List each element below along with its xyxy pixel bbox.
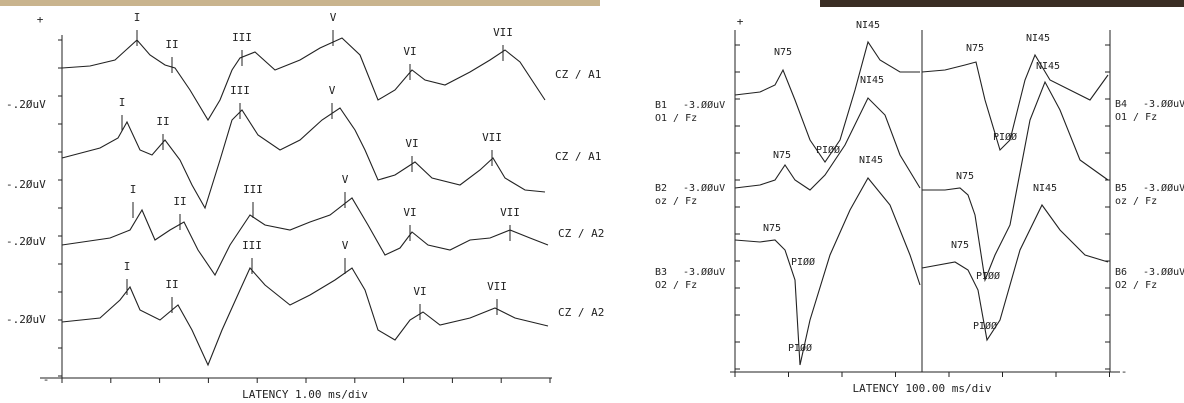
- scale-label: -3.ØØuV: [1143, 266, 1184, 278]
- scale-label: -3.ØØuV: [1143, 98, 1184, 110]
- peak-label: VI: [403, 45, 416, 58]
- waveform: [922, 205, 1108, 340]
- peak-label: PIØØ: [976, 270, 1000, 282]
- channel-id: B1: [655, 100, 667, 111]
- peak-label: VI: [405, 137, 418, 150]
- waveform: [735, 42, 920, 162]
- scan-edge: [820, 0, 1184, 7]
- polarity-plus: +: [737, 15, 744, 28]
- waveform: [62, 38, 545, 120]
- scale-label: -3.ØØuV: [683, 99, 725, 111]
- scan-edge: [0, 0, 600, 6]
- peak-label: II: [173, 195, 186, 208]
- peak-label: I: [134, 11, 141, 24]
- scale-label: -3.ØØuV: [683, 182, 725, 194]
- channel-id: B4: [1115, 99, 1127, 110]
- scale-label: -3.ØØuV: [1143, 182, 1184, 194]
- latency-footer: LATENCY 1.00 ms/div: [242, 388, 368, 401]
- peak-label: I: [130, 183, 137, 196]
- reference-label: oz / Fz: [655, 196, 697, 207]
- peak-label: II: [165, 38, 178, 51]
- peak-label: N75: [951, 240, 969, 251]
- montage-label: CZ / A2: [558, 306, 604, 319]
- peak-label: PIØØ: [993, 131, 1017, 143]
- channel-id: B2: [655, 183, 667, 194]
- left-axes: [40, 35, 552, 380]
- peak-label: V: [342, 173, 349, 186]
- polarity-minus: -: [1121, 365, 1128, 378]
- peak-label: I: [124, 260, 131, 273]
- waveform: [735, 178, 920, 365]
- scale-label: -.2ØuV: [6, 178, 46, 191]
- montage-label: CZ / A1: [555, 68, 601, 81]
- waveform: [62, 268, 548, 365]
- peak-label: NI45: [1033, 183, 1057, 194]
- reference-label: O1 / Fz: [655, 113, 697, 124]
- peak-label: PIØØ: [816, 144, 840, 156]
- scale-label: -.2ØuV: [6, 313, 46, 326]
- peak-label: I: [119, 96, 126, 109]
- peak-label: VII: [482, 131, 502, 144]
- scale-label: -.2ØuV: [6, 98, 46, 111]
- polarity-minus: -: [43, 373, 50, 386]
- peak-label: V: [329, 84, 336, 97]
- peak-label: NI45: [1036, 61, 1060, 72]
- montage-label: CZ / A2: [558, 227, 604, 240]
- peak-label: III: [243, 183, 263, 196]
- peak-label: II: [165, 278, 178, 291]
- peak-label: III: [242, 239, 262, 252]
- peak-label: III: [232, 31, 252, 44]
- reference-label: O2 / Fz: [1115, 280, 1157, 291]
- waveform: [62, 198, 548, 275]
- peak-label: VII: [493, 26, 513, 39]
- peak-label: PIØØ: [788, 342, 812, 354]
- peak-label: III: [230, 84, 250, 97]
- peak-label: NI45: [860, 75, 884, 86]
- channel-id: B6: [1115, 267, 1127, 278]
- peak-label: N75: [763, 223, 781, 234]
- peak-label: NI45: [856, 20, 880, 31]
- scale-label: -3.ØØuV: [683, 266, 725, 278]
- scale-label: -.2ØuV: [6, 235, 46, 248]
- montage-label: CZ / A1: [555, 150, 601, 163]
- peak-label: N75: [774, 47, 792, 58]
- peak-label: NI45: [859, 155, 883, 166]
- peak-label: VII: [487, 280, 507, 293]
- polarity-plus: +: [37, 13, 44, 26]
- peak-label: VII: [500, 206, 520, 219]
- channel-id: B3: [655, 267, 667, 278]
- channel-id: B5: [1115, 183, 1127, 194]
- peak-label: VI: [403, 206, 416, 219]
- peak-label: N75: [773, 150, 791, 161]
- peak-label: N75: [966, 43, 984, 54]
- peak-label: NI45: [1026, 33, 1050, 44]
- figure: + - LATENCY 1.00 ms/div + - LATENCY 100.…: [0, 0, 1184, 403]
- waveform: [735, 98, 920, 190]
- latency-footer: LATENCY 100.00 ms/div: [852, 382, 991, 395]
- peak-label: V: [330, 11, 337, 24]
- right-axes: [730, 30, 1120, 372]
- peak-label: V: [342, 239, 349, 252]
- reference-label: O1 / Fz: [1115, 112, 1157, 123]
- reference-label: oz / Fz: [1115, 196, 1157, 207]
- peak-label: VI: [413, 285, 426, 298]
- peak-label: PIØØ: [791, 256, 815, 268]
- peak-label: N75: [956, 171, 974, 182]
- reference-label: O2 / Fz: [655, 280, 697, 291]
- peak-label: II: [156, 115, 169, 128]
- peak-label: PIØØ: [973, 320, 997, 332]
